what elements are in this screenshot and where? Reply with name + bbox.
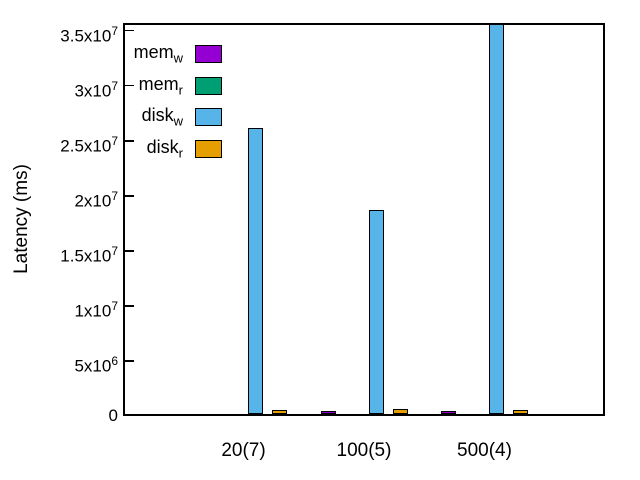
y-tick-label: 3x107 [74, 78, 118, 101]
legend-label: memr [138, 73, 183, 98]
legend-label: diskw [141, 105, 183, 129]
y-tick-mark [125, 84, 134, 87]
y-tick-mark [125, 29, 134, 32]
y-tick-label: 3.5x107 [60, 23, 118, 46]
mem-w-bar [320, 411, 336, 414]
y-tick-label: 1.5x107 [60, 243, 118, 266]
disk-r-bar [392, 408, 408, 414]
x-tick-label: 500(4) [457, 440, 512, 461]
disk-w-bar [248, 127, 263, 414]
mem-w-bar [441, 411, 456, 414]
disk-r-bar [272, 409, 287, 414]
legend-label: memw [133, 42, 183, 66]
x-tick-label: 100(5) [336, 440, 392, 461]
plot-area [123, 23, 605, 416]
disk-w-bar [368, 210, 384, 414]
legend-swatch [195, 76, 222, 95]
x-tick-label: 20(7) [221, 440, 266, 461]
y-tick-label: 0 [108, 406, 118, 425]
legend-swatch [195, 108, 222, 126]
legend-entry-mem-w: memw [125, 42, 222, 66]
y-tick-label: 5x106 [74, 353, 118, 376]
y-tick-label: 2.5x107 [60, 133, 118, 156]
y-tick-mark [125, 360, 134, 362]
legend-swatch [195, 45, 222, 63]
legend-swatch [195, 139, 222, 158]
y-tick-mark [125, 305, 134, 307]
disk-r-bar [513, 409, 528, 414]
y-tick-mark [125, 140, 134, 142]
y-tick-label: 1x107 [74, 298, 118, 321]
legend-entry-disk-w: diskw [125, 105, 222, 129]
y-tick-label: 2x107 [74, 188, 118, 211]
legend-label: diskr [146, 136, 183, 161]
legend-entry-mem-r: memr [125, 73, 222, 98]
legend-entry-disk-r: diskr [125, 136, 222, 161]
y-tick-mark [125, 250, 134, 252]
disk-w-bar [489, 24, 504, 414]
y-tick-mark [125, 195, 134, 197]
